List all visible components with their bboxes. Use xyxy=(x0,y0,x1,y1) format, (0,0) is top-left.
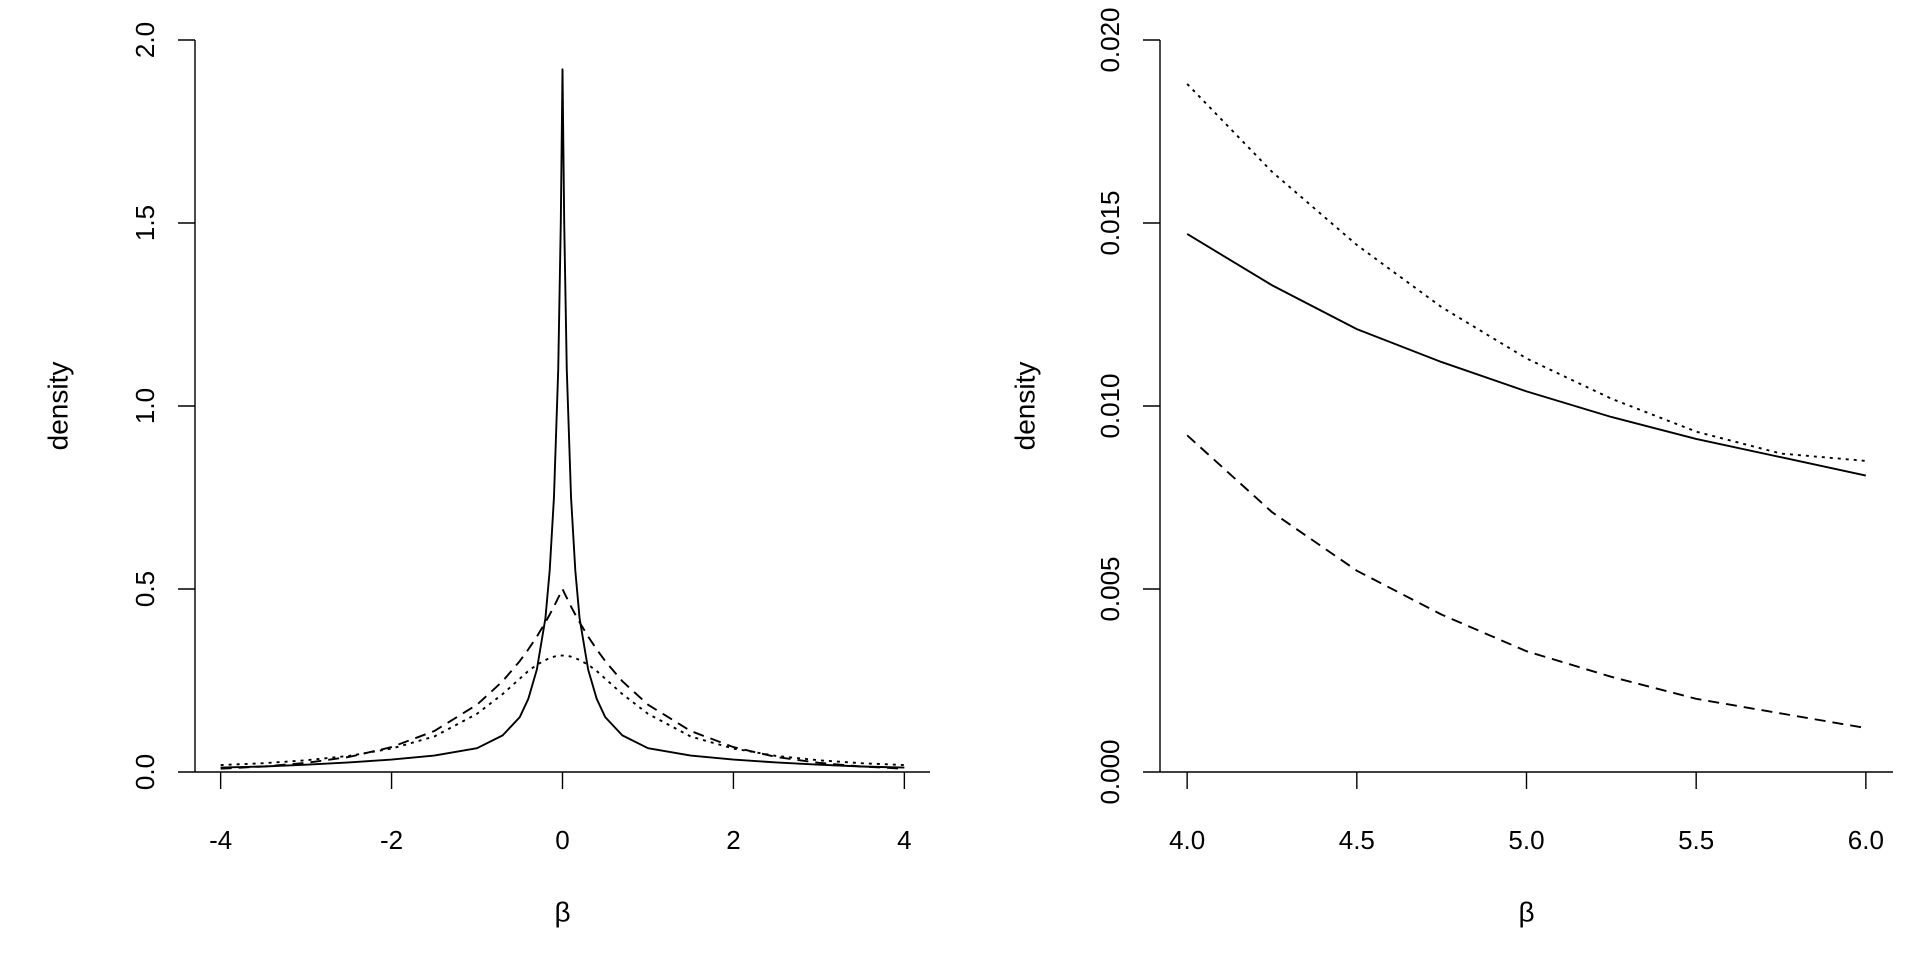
y-tick-label: 0.000 xyxy=(1095,739,1125,804)
x-tick-label: -4 xyxy=(209,825,232,855)
x-tick-label: 5.5 xyxy=(1678,825,1714,855)
series-line-dotted xyxy=(1186,83,1866,462)
left-chart: 0.0 0.5 1.0 1.5 2.0 -4 -2 0 2 4 β density xyxy=(43,22,930,928)
x-tick-label: 2 xyxy=(726,825,740,855)
series-line-dashed xyxy=(1186,434,1867,730)
x-tick-label: -2 xyxy=(380,825,403,855)
series-line-dashed xyxy=(220,588,905,770)
series-line-solid xyxy=(1186,233,1867,477)
right-chart: 0.000 0.005 0.010 0.015 0.020 4.0 4.5 5.0 5.5 6.0… xyxy=(1010,7,1893,928)
x-axis-title: β xyxy=(1518,897,1534,928)
y-tick-label: 0.5 xyxy=(130,571,160,607)
x-tick-label: 6.0 xyxy=(1848,825,1884,855)
x-tick-label: 0 xyxy=(555,825,569,855)
y-tick-label: 1.0 xyxy=(130,388,160,424)
y-tick-label: 0.015 xyxy=(1095,190,1125,255)
y-tick-label: 0.010 xyxy=(1095,373,1125,438)
x-axis-title: β xyxy=(554,897,570,928)
x-tick-label: 5.0 xyxy=(1508,825,1544,855)
series-line-solid xyxy=(220,68,905,769)
y-tick-label: 0.005 xyxy=(1095,556,1125,621)
y-tick-label: 0.0 xyxy=(130,754,160,790)
y-tick-label: 0.020 xyxy=(1095,7,1125,72)
x-tick-label: 4.5 xyxy=(1339,825,1375,855)
y-axis-title: density xyxy=(1010,362,1041,451)
y-axis-title: density xyxy=(43,362,74,451)
y-tick-label: 1.5 xyxy=(130,205,160,241)
x-tick-label: 4.0 xyxy=(1169,825,1205,855)
x-tick-label: 4 xyxy=(897,825,911,855)
y-tick-label: 2.0 xyxy=(130,22,160,58)
series-line-dotted xyxy=(220,654,905,766)
